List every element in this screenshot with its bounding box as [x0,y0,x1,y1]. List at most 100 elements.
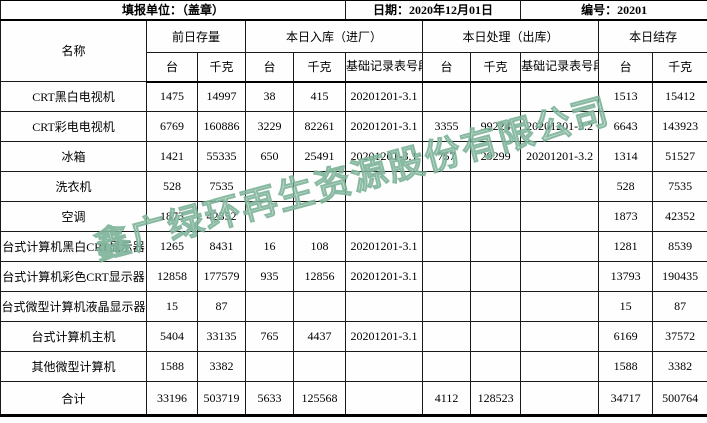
value-cell: 1265 [146,231,198,262]
record-cell [520,171,600,202]
col-header-out-kg: 千克 [470,52,522,83]
value-cell: 87 [652,291,707,322]
value-cell: 1588 [146,351,198,382]
table-row: 台式计算机彩色CRT显示器 12858 177579 935 12856 202… [0,261,707,292]
value-cell [422,231,472,262]
value-cell [470,261,522,292]
col-header-end-tai: 台 [598,52,654,83]
value-cell: 25491 [292,141,347,172]
record-cell: 20201201-3.2 [520,141,600,172]
row-name-cell: 台式计算机主机 [0,321,147,352]
value-cell: 1314 [598,141,654,172]
value-cell [292,291,347,322]
group-header-today-out: 本日处理（出库） [422,19,600,53]
value-cell: 1513 [598,81,654,112]
value-cell [470,201,522,232]
table-row: 台式微型计算机液晶显示器 15 87 15 87 [0,291,707,322]
value-cell: 1281 [598,231,654,262]
record-cell [345,291,424,322]
row-name-cell: 其他微型计算机 [0,351,147,382]
value-cell: 33135 [197,321,246,352]
value-cell: 500764 [652,381,707,417]
value-cell [470,231,522,262]
value-cell [422,351,472,382]
value-cell [292,171,347,202]
value-cell: 13793 [598,261,654,292]
value-cell: 177579 [197,261,246,292]
group-header-today-end: 本日结存 [598,19,707,53]
record-cell [520,81,600,112]
col-header-prev-kg: 千克 [197,52,246,83]
value-cell: 82261 [292,111,347,142]
value-cell [470,171,522,202]
col-header-prev-tai: 台 [146,52,198,83]
group-header-row: 名称 前日存量 本日入库（进厂） 本日处理（出库） 本日结存 [0,19,707,82]
value-cell: 87 [197,291,246,322]
col-header-end-kg: 千克 [652,52,707,83]
value-cell: 6643 [598,111,654,142]
record-cell [520,381,600,417]
value-cell: 935 [245,261,294,292]
value-cell: 1873 [598,201,654,232]
table-row: CRT彩电电视机 6769 160886 3229 82261 20201201… [0,111,707,142]
row-name-cell: 冰箱 [0,141,147,172]
value-cell: 650 [245,141,294,172]
value-cell [422,171,472,202]
value-cell: 29299 [470,141,522,172]
value-cell: 14997 [197,81,246,112]
value-cell: 108 [292,231,347,262]
report-serial-label: 编号：20201 [520,0,707,21]
value-cell: 38 [245,81,294,112]
value-cell [470,321,522,352]
group-header-today-in: 本日入库（进厂） [244,19,424,53]
table-row: 空调 1873 42352 1873 42352 [0,201,707,232]
table-row: 其他微型计算机 1588 3382 1588 3382 [0,351,707,382]
row-name-cell: 空调 [0,201,147,232]
value-cell: 55335 [197,141,246,172]
record-cell [345,381,424,417]
group-header-prev-stock: 前日存量 [146,19,246,53]
record-cell [520,291,600,322]
unit-header-row: 台 千克 台 千克 基础记录表号段 台 千克 基础记录表号段 台 千克 [1,52,707,83]
value-cell: 1588 [598,351,654,382]
value-cell: 34717 [598,381,654,417]
value-cell [422,81,472,112]
value-cell: 42352 [652,201,707,232]
value-cell [292,201,347,232]
record-cell [345,201,424,232]
value-cell: 528 [598,171,654,202]
row-name-cell: CRT彩电电视机 [0,111,147,142]
title-bar-row: 填报单位：（盖章） 日期：2020年12月01日 编号：20201 [0,0,707,21]
row-name-cell: CRT黑白电视机 [0,81,147,112]
value-cell: 125568 [292,381,347,417]
value-cell [292,351,347,382]
table-row-total: 合计 33196 503719 5633 125568 4112 128523 … [0,381,707,417]
value-cell: 15 [598,291,654,322]
value-cell: 528 [146,171,198,202]
value-cell: 3355 [422,111,472,142]
value-cell: 15412 [652,81,707,112]
value-cell: 33196 [146,381,198,417]
value-cell: 15 [146,291,198,322]
value-cell: 6769 [146,111,198,142]
value-cell [245,201,294,232]
record-cell: 20201201-3.2 [520,111,600,142]
value-cell [245,351,294,382]
row-name-cell: 台式微型计算机液晶显示器 [0,291,147,322]
value-cell: 37572 [652,321,707,352]
value-cell: 190435 [652,261,707,292]
value-cell: 7535 [652,171,707,202]
value-cell: 4112 [422,381,472,417]
value-cell: 99224 [470,111,522,142]
value-cell [422,201,472,232]
table-row: 台式计算机黑白CRT显示器 1265 8431 16 108 20201201-… [0,231,707,262]
table-row: 冰箱 1421 55335 650 25491 20201201-3.1 757… [0,141,707,172]
report-unit-label: 填报单位：（盖章） [0,0,347,21]
value-cell: 160886 [197,111,246,142]
row-name-cell: 台式计算机黑白CRT显示器 [0,231,147,262]
value-cell: 757 [422,141,472,172]
row-name-cell: 台式计算机彩色CRT显示器 [0,261,147,292]
report-date-label: 日期：2020年12月01日 [345,0,522,21]
table-row: 洗衣机 528 7535 528 7535 [0,171,707,202]
